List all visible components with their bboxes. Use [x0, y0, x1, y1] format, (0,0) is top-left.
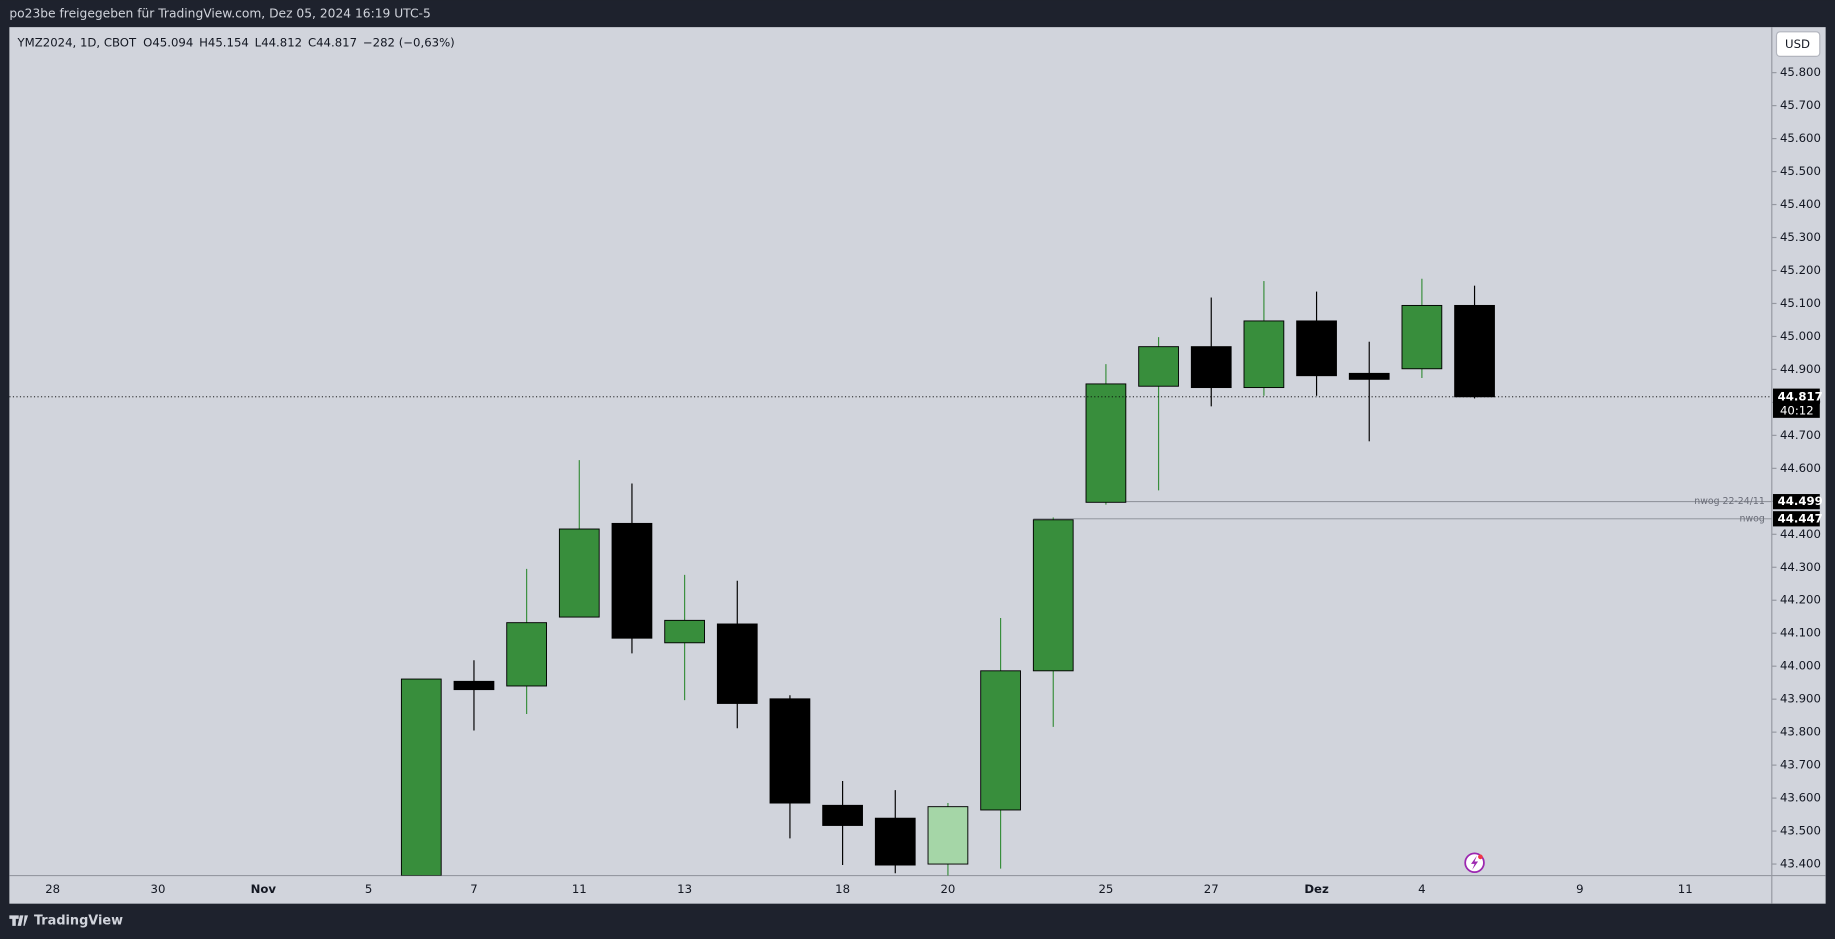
level-label: nwog 22-24/11 [1694, 496, 1765, 507]
y-tick-label: 43.800 [1780, 725, 1821, 739]
candle-body [664, 619, 705, 644]
y-tick-label: 45.500 [1780, 164, 1821, 178]
candle-body [1085, 383, 1127, 503]
candle-body [716, 623, 758, 704]
candle-body [769, 698, 811, 804]
candle-body [453, 680, 495, 691]
axes: 43.400 43.500 43.600 43.700 43.800 43.900 44.0… [45, 65, 1823, 896]
candle-body [822, 804, 863, 826]
y-tick-label: 44.400 [1780, 527, 1821, 541]
y-tick-label: 44.600 [1780, 461, 1821, 475]
x-tick-label: 28 [45, 882, 60, 896]
legend-item-label: L [255, 35, 262, 49]
legend-symbol: YMZ2024, 1D, CBOT [17, 35, 137, 49]
y-tick-label: 43.500 [1780, 824, 1821, 838]
x-tick-label: Dez [1304, 882, 1329, 896]
candle-body [874, 817, 916, 866]
header-text: po23be freigegeben für TradingView.com, … [9, 7, 430, 21]
legend-item-value: 45.154 [208, 35, 249, 49]
y-tick-label: 43.400 [1780, 857, 1821, 871]
x-tick-label: 27 [1204, 882, 1219, 896]
y-tick-label: 44.900 [1780, 362, 1821, 376]
alert-dot [1478, 854, 1483, 860]
x-tick-label: 11 [572, 882, 587, 896]
candle-body [558, 528, 600, 618]
candle-body [506, 622, 547, 687]
level-price-box [1772, 494, 1820, 510]
candle-body [1190, 346, 1232, 389]
level-price: 44.447 [1778, 511, 1823, 525]
x-tick-label: 13 [677, 882, 692, 896]
x-tick-label: Nov [251, 882, 277, 896]
x-tick-label: 7 [470, 882, 477, 896]
level-price: 44.499 [1778, 494, 1823, 508]
legend-change: −282 (−0,63%) [363, 35, 455, 49]
x-tick-label: 5 [365, 882, 372, 896]
legend-item-value: 44.817 [316, 35, 357, 49]
legend-item-value: 45.094 [152, 35, 193, 49]
chart-area [9, 27, 1826, 904]
y-tick-label: 45.300 [1780, 230, 1821, 244]
candle-body [1243, 320, 1285, 389]
y-tick-label: 45.400 [1780, 197, 1821, 211]
currency-label[interactable]: USD [1785, 37, 1810, 51]
candle-body [927, 806, 969, 865]
x-tick-label: 4 [1418, 882, 1425, 896]
candle-body [1032, 519, 1074, 672]
currency-button[interactable] [1775, 31, 1821, 57]
x-tick-label: 18 [835, 882, 850, 896]
y-tick-label: 44.200 [1780, 593, 1821, 607]
countdown: 40:12 [1780, 403, 1814, 417]
legend-item-value: 44.812 [261, 35, 302, 49]
y-tick-label: 43.600 [1780, 791, 1821, 805]
y-tick-label: 44.700 [1780, 428, 1821, 442]
x-tick-label: 25 [1098, 882, 1113, 896]
candle-body [1296, 320, 1337, 377]
alert-bolt [1471, 855, 1479, 870]
level-price-box [1772, 511, 1820, 527]
candle-body [980, 670, 1021, 811]
y-tick-label: 44.100 [1780, 626, 1821, 640]
legend-text: YMZ2024, 1D, CBOT O45.094 H45.154 L44.812 C4… [17, 35, 455, 49]
candle-body [1348, 372, 1390, 380]
y-tick-label: 45.000 [1780, 329, 1821, 343]
y-tick-label: 45.200 [1780, 263, 1821, 277]
y-tick-label: 45.600 [1780, 131, 1821, 145]
x-tick-label: 20 [940, 882, 955, 896]
legend-item-label: O [143, 35, 152, 49]
x-tick-label: 30 [151, 882, 166, 896]
candle-body [1454, 304, 1495, 398]
last-price: 44.817 [1778, 389, 1823, 403]
brand-logo [9, 915, 29, 926]
candle-body [400, 678, 442, 876]
last-price-box [1772, 388, 1820, 418]
y-tick-label: 44.000 [1780, 659, 1821, 673]
candle-body [1401, 304, 1443, 370]
y-tick-label: 43.700 [1780, 758, 1821, 772]
level-label: nwog [1740, 513, 1765, 524]
legend-item-label: C [308, 35, 316, 49]
candle-body [611, 522, 653, 639]
x-tick-label: 11 [1678, 882, 1693, 896]
y-tick-label: 45.800 [1780, 65, 1821, 79]
x-tick-label: 9 [1576, 882, 1583, 896]
brand-name: TradingView [34, 914, 123, 929]
y-tick-label: 45.700 [1780, 98, 1821, 112]
y-tick-label: 45.100 [1780, 296, 1821, 310]
candle-body [1138, 346, 1179, 387]
plot [9, 278, 1772, 876]
legend: YMZ2024, 1D, CBOT O45.094 H45.154 L44.812 C4… [17, 35, 455, 49]
y-tick-label: 44.300 [1780, 560, 1821, 574]
y-tick-label: 43.900 [1780, 692, 1821, 706]
legend-item-label: H [199, 35, 208, 49]
